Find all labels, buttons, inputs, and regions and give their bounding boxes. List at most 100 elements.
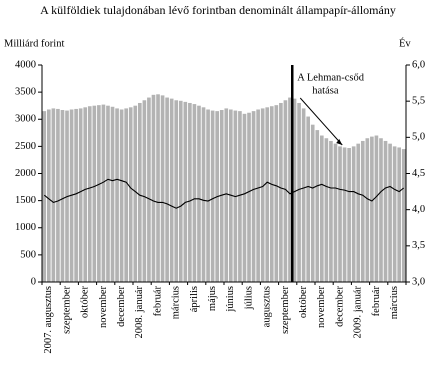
x-tick-label: október [298,286,309,319]
bar [260,108,265,283]
x-tick-label: február [152,285,163,316]
bar [365,138,370,282]
bar [288,97,292,282]
y2-tick-label: 3,0 [412,276,425,287]
bar [147,97,151,282]
bar [183,101,188,282]
x-tick-label: március [389,286,400,319]
bar [315,130,320,282]
bar [301,108,306,283]
bar [351,146,356,282]
bar [97,105,101,283]
bar [283,100,288,282]
bar [101,104,106,282]
bar [188,102,192,282]
y2-tick-label: 3,5 [412,240,425,251]
bar [251,111,256,282]
y-tick-label: 0 [31,276,36,287]
x-tick-label: július [243,286,254,310]
line [43,178,405,209]
bar [333,143,338,282]
y2-axis-label: Év [399,37,411,49]
y-tick-label: 1000 [15,222,36,233]
bar [356,143,361,282]
y-tick-label: 2500 [15,141,36,152]
bar [78,108,83,283]
x-tick-label: december [116,286,127,327]
x-tick-label: szeptember [61,286,72,334]
bar [192,104,197,282]
bar [160,95,165,282]
bar [174,100,179,282]
bar [265,107,270,282]
bar [74,108,78,282]
bar [292,98,297,282]
x-tick-label: március [171,286,182,319]
bar [210,110,215,282]
bar [47,109,51,282]
bar [392,146,397,282]
bar [51,108,56,283]
bar [115,108,119,283]
bar [310,124,315,282]
bar [238,111,242,282]
bar [279,102,283,282]
bar [374,135,379,282]
bar [142,100,147,282]
annotation: A Lehman-csőd [297,72,365,83]
annotation: hatása [312,85,339,96]
bar [256,109,260,282]
bar [106,105,110,282]
x-tick-label: 2009. január [353,286,364,339]
bar [124,108,128,283]
bar [397,147,401,282]
x-tick-label: 2008. január [134,286,145,339]
bar [165,97,169,282]
bar [178,100,183,283]
bar [342,147,347,282]
bar [219,110,224,282]
x-tick-label: május [207,286,218,311]
bar [197,105,201,282]
x-tick-label: december [334,286,345,327]
y-tick-label: 3500 [15,87,36,98]
bar [306,116,310,282]
bar [329,140,333,282]
x-tick-label: október [80,286,91,319]
bar [128,107,133,282]
bar [379,138,383,282]
bar [151,94,156,283]
arrow-head [336,139,343,145]
bar [297,102,301,282]
y2-tick-label: 6,0 [412,59,425,70]
bar [383,140,388,282]
x-tick-label: február [371,285,382,316]
bar [347,148,351,282]
bar [224,108,229,283]
y-tick-label: 4000 [15,59,36,70]
annotation-arrow [299,97,343,146]
y2-tick-label: 4,0 [412,204,425,215]
x-tick-label: november [316,286,327,328]
y-tick-label: 3000 [15,114,36,125]
x-tick-label: június [225,286,236,313]
bar [138,102,142,282]
bar [92,105,97,282]
y-tick-label: 500 [20,249,36,260]
y2-tick-label: 5,0 [412,132,425,143]
bar [83,107,88,282]
bar [324,138,329,282]
y-tick-label: 2000 [15,168,36,179]
bar [320,135,324,282]
bar [269,106,274,282]
bar [242,113,247,282]
bar [169,98,174,282]
x-tick-label: november [98,286,109,328]
bar [87,106,92,282]
bar [247,112,251,283]
bar [201,107,206,282]
chart-title: A külföldiek tulajdonában lévő forintban… [40,3,396,17]
y-axis-label: Milliárd forint [4,38,64,49]
bar [206,109,210,282]
